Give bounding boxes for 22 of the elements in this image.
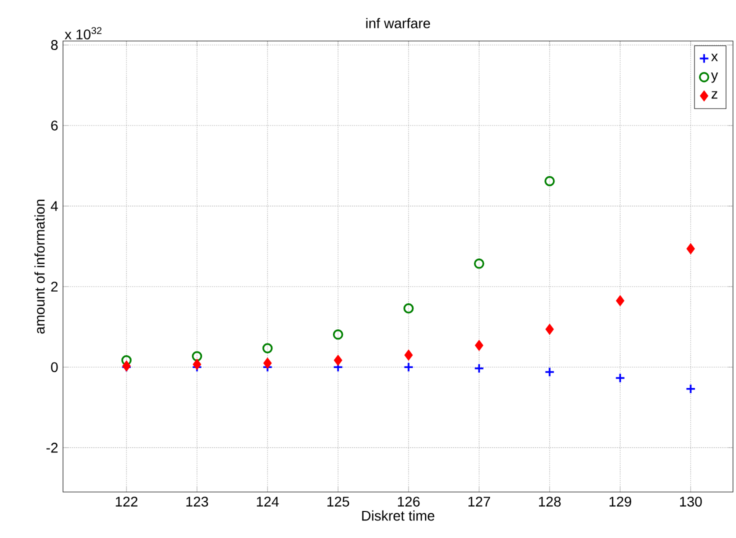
x-tick-label: 124 [256,496,279,506]
y-tick-label: 2 [51,282,58,292]
y-tick-label: -2 [46,442,58,453]
y-tick-label: 6 [51,120,58,131]
x-tick-label: 130 [680,496,702,507]
x-axis-title: Diskret time [362,510,434,521]
y-tick-label: 4 [50,201,58,211]
x-tick-label: 129 [610,496,632,507]
y-tick-label: 8 [51,40,58,50]
x-tick-label: 127 [468,496,490,506]
y-tick-label: 0 [51,362,58,372]
legend-label: z [712,91,718,99]
x-tick-label: 125 [327,496,350,507]
x-tick-label: 122 [116,496,138,506]
text: x 10$^{32}$ [64,27,102,40]
legend-label: x [711,54,718,62]
x-tick-label: 128 [539,496,561,507]
chart-title: inf warfare [366,18,430,28]
y-axis-title: amount of information [34,200,45,334]
x-tick-label: 123 [186,496,208,507]
x-tick-label: 126 [398,496,420,507]
legend-label: y [711,72,718,83]
